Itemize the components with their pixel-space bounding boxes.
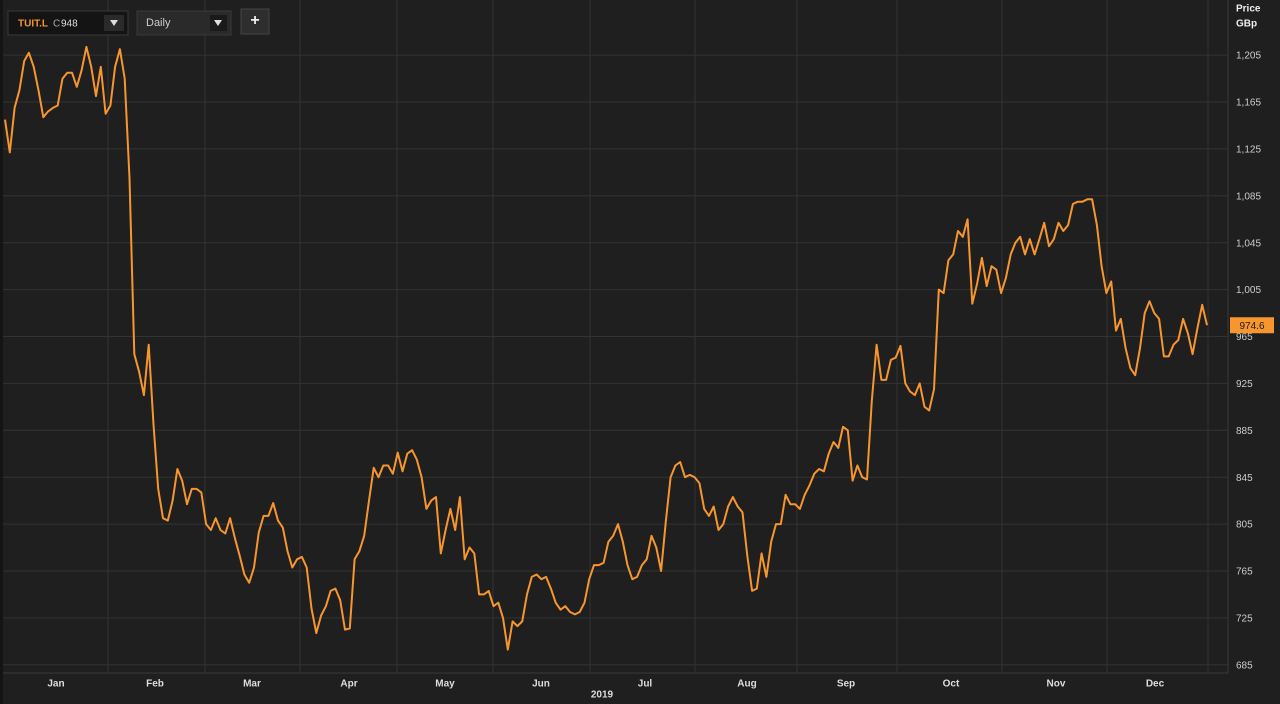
- x-tick-label: Jul: [638, 679, 653, 690]
- y-tick-label: 885: [1236, 426, 1253, 437]
- y-tick-label: 1,045: [1236, 238, 1261, 249]
- interval: Daily: [146, 17, 171, 29]
- y-tick-label: 1,005: [1236, 285, 1261, 296]
- x-tick-label: Mar: [243, 679, 261, 690]
- add-button[interactable]: [240, 8, 270, 35]
- close-value: 948: [61, 19, 78, 30]
- x-tick-label: Feb: [146, 679, 164, 690]
- x-tick-label: Nov: [1047, 679, 1066, 690]
- y-tick-label: 1,125: [1236, 145, 1261, 156]
- add-button-label: +: [250, 12, 259, 29]
- y-tick-label: 1,205: [1236, 51, 1261, 62]
- y-tick-label: 685: [1236, 660, 1253, 671]
- dropdown-arrow: [110, 20, 118, 26]
- y-tick-label: 845: [1236, 473, 1253, 484]
- y-tick-label: 805: [1236, 520, 1253, 531]
- x-tick-label: May: [435, 679, 455, 690]
- x-tick-label: Jun: [532, 679, 550, 690]
- x-tick-label: Jan: [47, 679, 64, 690]
- y-tick-label: 725: [1236, 614, 1253, 625]
- y-tick-label: 925: [1236, 379, 1253, 390]
- x-tick-label: Apr: [340, 679, 357, 690]
- chart-background: [3, 0, 1280, 704]
- x-tick-label: Sep: [837, 679, 855, 690]
- year-label: 2019: [591, 690, 614, 701]
- y-axis-unit: GBp: [1236, 19, 1257, 30]
- y-tick-label: 965: [1236, 332, 1253, 343]
- x-tick-label: Aug: [737, 679, 756, 690]
- y-axis-title: Price: [1236, 4, 1261, 15]
- price-line: [4, 45, 1208, 651]
- y-tick-label: 765: [1236, 567, 1253, 578]
- close-prefix: C: [53, 19, 60, 30]
- x-tick-label: Oct: [943, 679, 960, 690]
- x-tick-label: Dec: [1146, 679, 1165, 690]
- ticker: TUIT.L: [18, 19, 48, 30]
- y-tick-label: 1,165: [1236, 98, 1261, 109]
- last-price-label: 974.6: [1239, 321, 1264, 332]
- last-price-box: [1230, 317, 1274, 334]
- y-tick-label: 1,085: [1236, 191, 1261, 202]
- dropdown-arrow: [214, 20, 222, 26]
